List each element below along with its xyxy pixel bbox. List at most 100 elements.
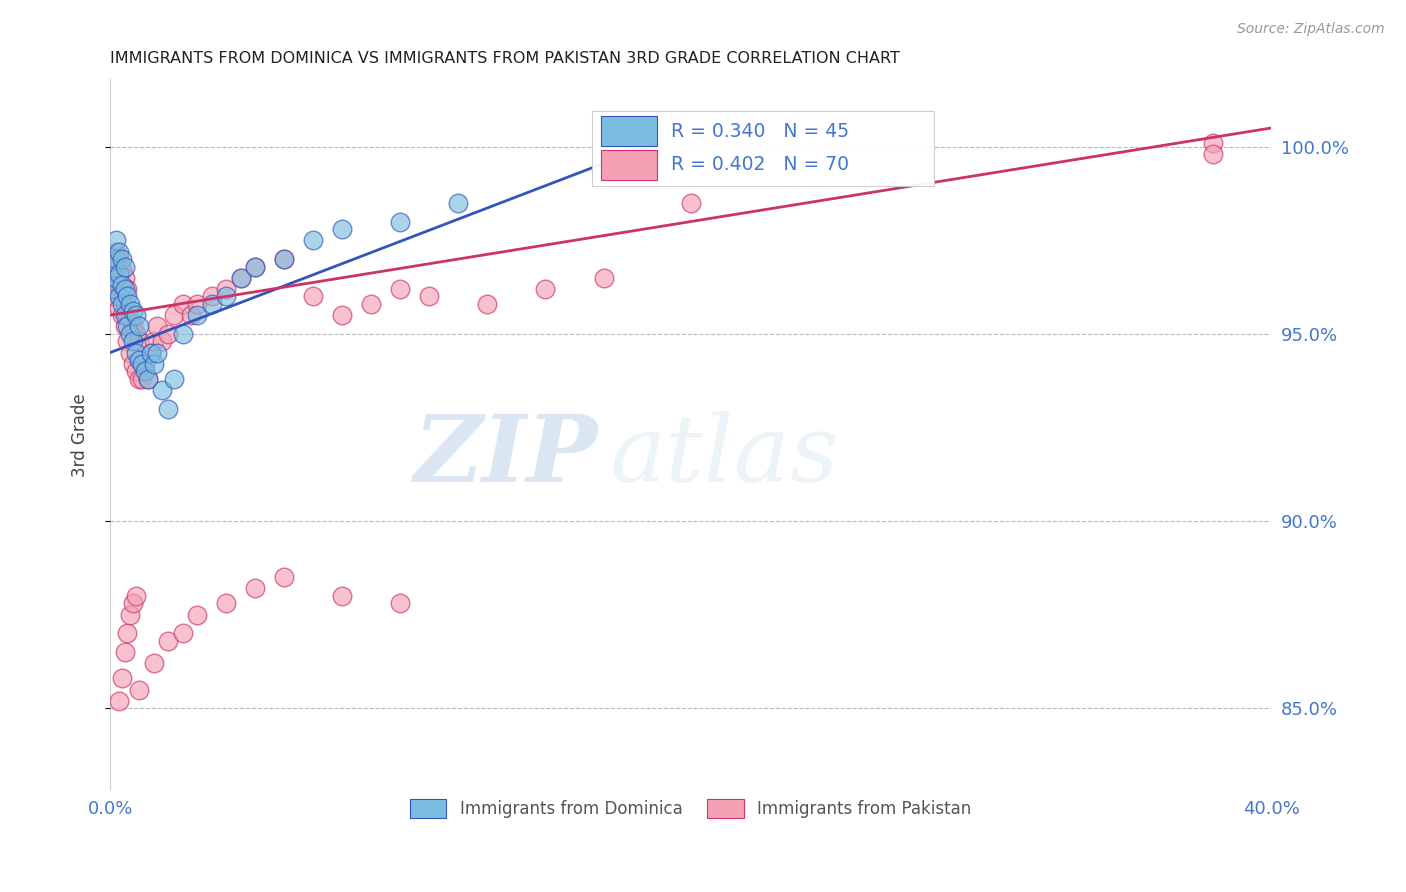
Point <box>186 607 208 622</box>
Point <box>125 589 148 603</box>
Point <box>101 289 124 303</box>
Point <box>125 364 148 378</box>
Point <box>101 260 124 274</box>
Point <box>104 252 127 266</box>
Point <box>104 233 127 247</box>
Text: IMMIGRANTS FROM DOMINICA VS IMMIGRANTS FROM PAKISTAN 3RD GRADE CORRELATION CHART: IMMIGRANTS FROM DOMINICA VS IMMIGRANTS F… <box>110 51 900 66</box>
Point <box>107 694 129 708</box>
Point <box>117 282 139 296</box>
Point <box>114 260 136 274</box>
Y-axis label: 3rd Grade: 3rd Grade <box>72 393 89 477</box>
FancyBboxPatch shape <box>602 150 657 179</box>
Text: Source: ZipAtlas.com: Source: ZipAtlas.com <box>1237 22 1385 37</box>
Point <box>122 357 145 371</box>
Point <box>360 297 382 311</box>
Point <box>104 282 127 296</box>
FancyBboxPatch shape <box>592 112 935 186</box>
Point <box>229 270 252 285</box>
Point <box>128 334 150 349</box>
Point <box>245 260 267 274</box>
Point <box>114 319 136 334</box>
Point <box>128 682 150 697</box>
Point <box>120 297 142 311</box>
Point <box>1202 136 1225 150</box>
Point <box>117 308 139 322</box>
Text: ZIP: ZIP <box>413 411 598 501</box>
Point <box>114 308 136 322</box>
Point <box>111 252 134 266</box>
Point <box>215 596 238 610</box>
Point <box>229 270 252 285</box>
Point <box>122 596 145 610</box>
Point <box>477 297 499 311</box>
Text: R = 0.402   N = 70: R = 0.402 N = 70 <box>671 155 849 174</box>
Point <box>172 297 194 311</box>
Point <box>201 289 224 303</box>
Point <box>186 297 208 311</box>
Point <box>163 308 186 322</box>
Point <box>245 582 267 596</box>
Point <box>302 289 325 303</box>
Point <box>142 334 165 349</box>
Point <box>111 308 134 322</box>
Point <box>117 319 139 334</box>
Point <box>150 334 173 349</box>
Point <box>134 364 156 378</box>
Point <box>636 147 658 161</box>
Point <box>107 289 129 303</box>
Point <box>114 297 136 311</box>
Point <box>120 607 142 622</box>
Point <box>273 252 295 266</box>
Point <box>101 282 124 296</box>
Point <box>139 345 162 359</box>
Point <box>107 278 129 293</box>
FancyBboxPatch shape <box>602 116 657 146</box>
Point <box>128 319 150 334</box>
Point <box>330 308 353 322</box>
Point <box>107 301 129 315</box>
Point <box>245 260 267 274</box>
Point <box>111 671 134 685</box>
Point <box>120 326 142 341</box>
Point <box>131 357 153 371</box>
Point <box>172 326 194 341</box>
Point <box>172 626 194 640</box>
Point <box>215 289 238 303</box>
Point <box>111 297 134 311</box>
Point <box>592 270 614 285</box>
Text: R = 0.340   N = 45: R = 0.340 N = 45 <box>671 122 849 141</box>
Point <box>136 372 159 386</box>
Point <box>125 345 148 359</box>
Point <box>104 270 127 285</box>
Point <box>163 372 186 386</box>
Legend: Immigrants from Dominica, Immigrants from Pakistan: Immigrants from Dominica, Immigrants fro… <box>404 792 979 825</box>
Point <box>107 267 129 281</box>
Point <box>122 304 145 318</box>
Point <box>273 570 295 584</box>
Point <box>215 282 238 296</box>
Point <box>302 233 325 247</box>
Point <box>136 372 159 386</box>
Point <box>157 633 180 648</box>
Point <box>139 345 162 359</box>
Point <box>120 312 142 326</box>
Point <box>389 282 412 296</box>
Point <box>389 214 412 228</box>
Point <box>679 195 702 210</box>
Point <box>117 626 139 640</box>
Point <box>142 357 165 371</box>
Point <box>330 222 353 236</box>
Point <box>201 297 224 311</box>
Point <box>117 334 139 349</box>
Point <box>157 401 180 416</box>
Point <box>131 372 153 386</box>
Point <box>330 589 353 603</box>
Point <box>128 372 150 386</box>
Point <box>447 195 470 210</box>
Point <box>418 289 440 303</box>
Point <box>389 596 412 610</box>
Point <box>273 252 295 266</box>
Point <box>111 289 134 303</box>
Point <box>125 326 148 341</box>
Point <box>180 308 202 322</box>
